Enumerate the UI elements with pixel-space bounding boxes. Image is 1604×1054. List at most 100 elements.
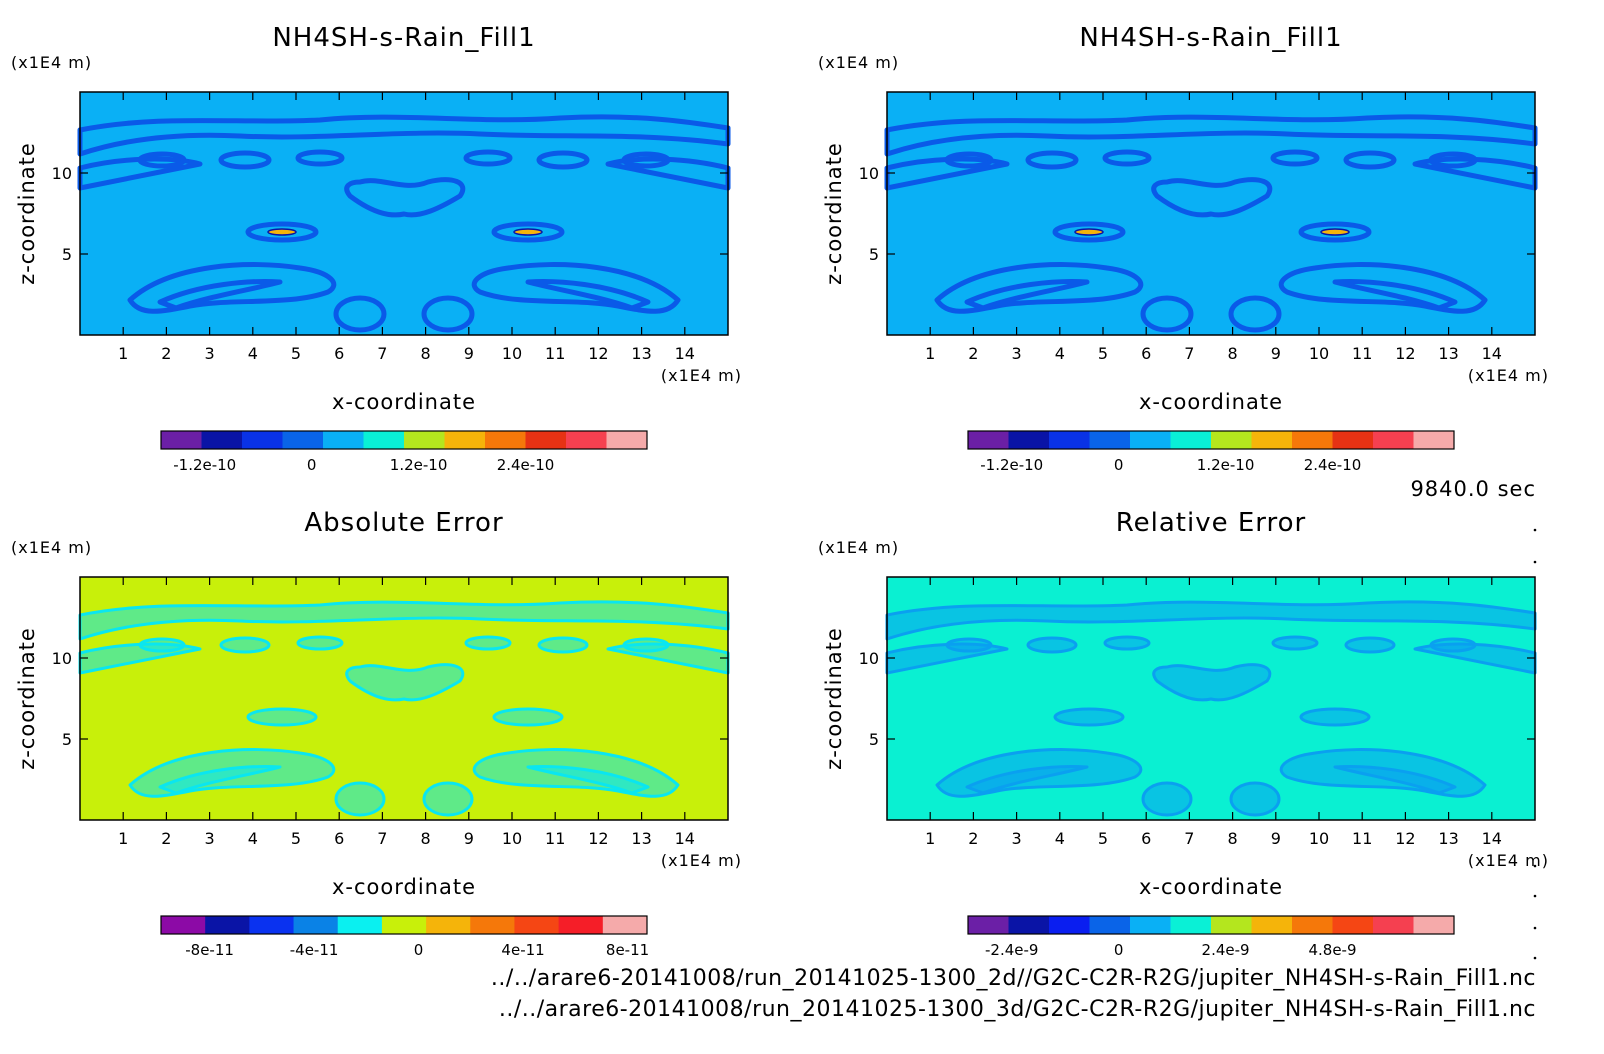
plot-frame (79, 576, 729, 821)
contour-3 (1412, 156, 1538, 191)
contour-11 (246, 707, 318, 727)
x-tick-label: 3 (1012, 829, 1022, 848)
colorbar-tick-label: 0 (307, 456, 317, 474)
colorbar-tick-label: -4e-11 (290, 941, 339, 959)
peak-spot-2 (1320, 228, 1350, 236)
x-axis-label: x-coordinate (332, 390, 476, 414)
contour-7 (1344, 636, 1396, 654)
file-path-1: ../../arare6-20141008/run_20141025-1300_… (491, 966, 1536, 991)
contour-2 (77, 156, 203, 191)
colorbar-swatch (1332, 916, 1374, 934)
edge-dots (1533, 528, 1537, 960)
x-tick-label: 6 (334, 829, 344, 848)
contour-5 (1428, 151, 1478, 169)
colorbar-swatch (1089, 916, 1131, 934)
x-tick-label: 2 (968, 344, 978, 363)
x-tick-label: 1 (925, 344, 935, 363)
y-unit: (x1E4 m) (818, 538, 899, 557)
contour-9 (1271, 635, 1319, 651)
colorbar-swatch (525, 431, 567, 449)
x-tick-label: 8 (1228, 829, 1238, 848)
x-axis-label: x-coordinate (332, 875, 476, 899)
colorbar-swatch (1332, 431, 1374, 449)
y-tick-label: 10 (859, 164, 879, 183)
x-tick-label: 13 (631, 829, 651, 848)
contour-7 (1343, 150, 1397, 170)
colorbar-swatch (1292, 916, 1333, 934)
contour-18 (422, 781, 474, 817)
x-tick-label: 8 (421, 829, 431, 848)
colorbar-frame (160, 915, 648, 935)
contour-11 (245, 221, 319, 243)
colorbar-swatch (1089, 431, 1131, 449)
file-path-2: ../../arare6-20141008/run_20141025-1300_… (499, 997, 1536, 1022)
x-tick-label: 10 (502, 829, 522, 848)
contour-layer (78, 600, 730, 817)
colorbar-swatch (363, 431, 405, 449)
colorbar-swatch (1211, 431, 1252, 449)
contour-16 (1332, 279, 1458, 311)
x-tick-label: 14 (675, 344, 695, 363)
colorbar-swatch (514, 916, 560, 934)
x-tick-label: 14 (1482, 829, 1502, 848)
contour-4 (137, 151, 187, 169)
contour-4 (944, 151, 994, 169)
contour-12 (492, 707, 564, 727)
colorbar-swatch (323, 431, 364, 449)
contour-9 (1270, 149, 1320, 167)
x-tick-label: 2 (968, 829, 978, 848)
x-tick-label: 3 (205, 829, 215, 848)
colorbar-swatch (1008, 916, 1050, 934)
y-tick-label: 10 (52, 164, 72, 183)
panel-4: Relative Error(x1E4 m)1 2 3 4 5 6 7 8 9 10 11 12 13 1… (818, 508, 1548, 959)
y-axis-label: z-coordinate (15, 142, 39, 285)
x-tick-label: 4 (248, 829, 258, 848)
contour-6 (219, 636, 271, 654)
x-tick-label: 7 (1184, 829, 1194, 848)
colorbar-frame (160, 430, 648, 450)
colorbar-swatch (566, 431, 607, 449)
panel-2: NH4SH-s-Rain_Fill1(x1E4 m)1 2 3 4 5 6 7 8 9 10 11 1… (818, 23, 1548, 474)
x-tick-label: 12 (588, 344, 608, 363)
peak-spot-1 (1074, 228, 1104, 236)
contour-5 (621, 151, 671, 169)
contour-15 (157, 279, 283, 311)
x-tick-label: 11 (545, 829, 565, 848)
colorbar-frame (967, 430, 1455, 450)
contour-5 (1429, 637, 1477, 653)
x-tick-label: 14 (1482, 344, 1502, 363)
x-tick-label: 5 (291, 344, 301, 363)
x-tick-label: 10 (1309, 829, 1329, 848)
colorbar-tick-label: 4e-11 (501, 941, 544, 959)
colorbar-swatch (381, 916, 427, 934)
x-tick-label: 11 (1352, 344, 1372, 363)
colorbar-swatch (1049, 916, 1090, 934)
colorbar-swatch (161, 431, 202, 449)
panel-title: NH4SH-s-Rain_Fill1 (1079, 23, 1342, 53)
y-tick-label: 10 (859, 649, 879, 668)
colorbar-swatch (1130, 431, 1171, 449)
contour-10 (345, 663, 465, 702)
x-tick-label: 10 (502, 344, 522, 363)
colorbar-swatch (1292, 431, 1333, 449)
contour-12 (491, 221, 565, 243)
x-tick-label: 7 (377, 829, 387, 848)
contour-8 (295, 149, 345, 167)
colorbar-tick-label: 4.8e-9 (1308, 941, 1356, 959)
contour-10 (344, 177, 466, 218)
contour-7 (536, 150, 590, 170)
contour-7 (537, 636, 589, 654)
colorbar-swatch (968, 431, 1009, 449)
y-axis-label: z-coordinate (15, 627, 39, 770)
colorbar-swatch (444, 431, 486, 449)
panel-title: NH4SH-s-Rain_Fill1 (272, 23, 535, 53)
colorbar-tick-label: 0 (1114, 456, 1124, 474)
plot-frame (886, 576, 1536, 821)
x-tick-label: 14 (675, 829, 695, 848)
y-tick-label: 5 (62, 245, 72, 264)
colorbar-tick-label: -8e-11 (185, 941, 234, 959)
x-tick-label: 5 (1098, 344, 1108, 363)
x-tick-label: 4 (1055, 344, 1065, 363)
contour-6 (1026, 636, 1078, 654)
